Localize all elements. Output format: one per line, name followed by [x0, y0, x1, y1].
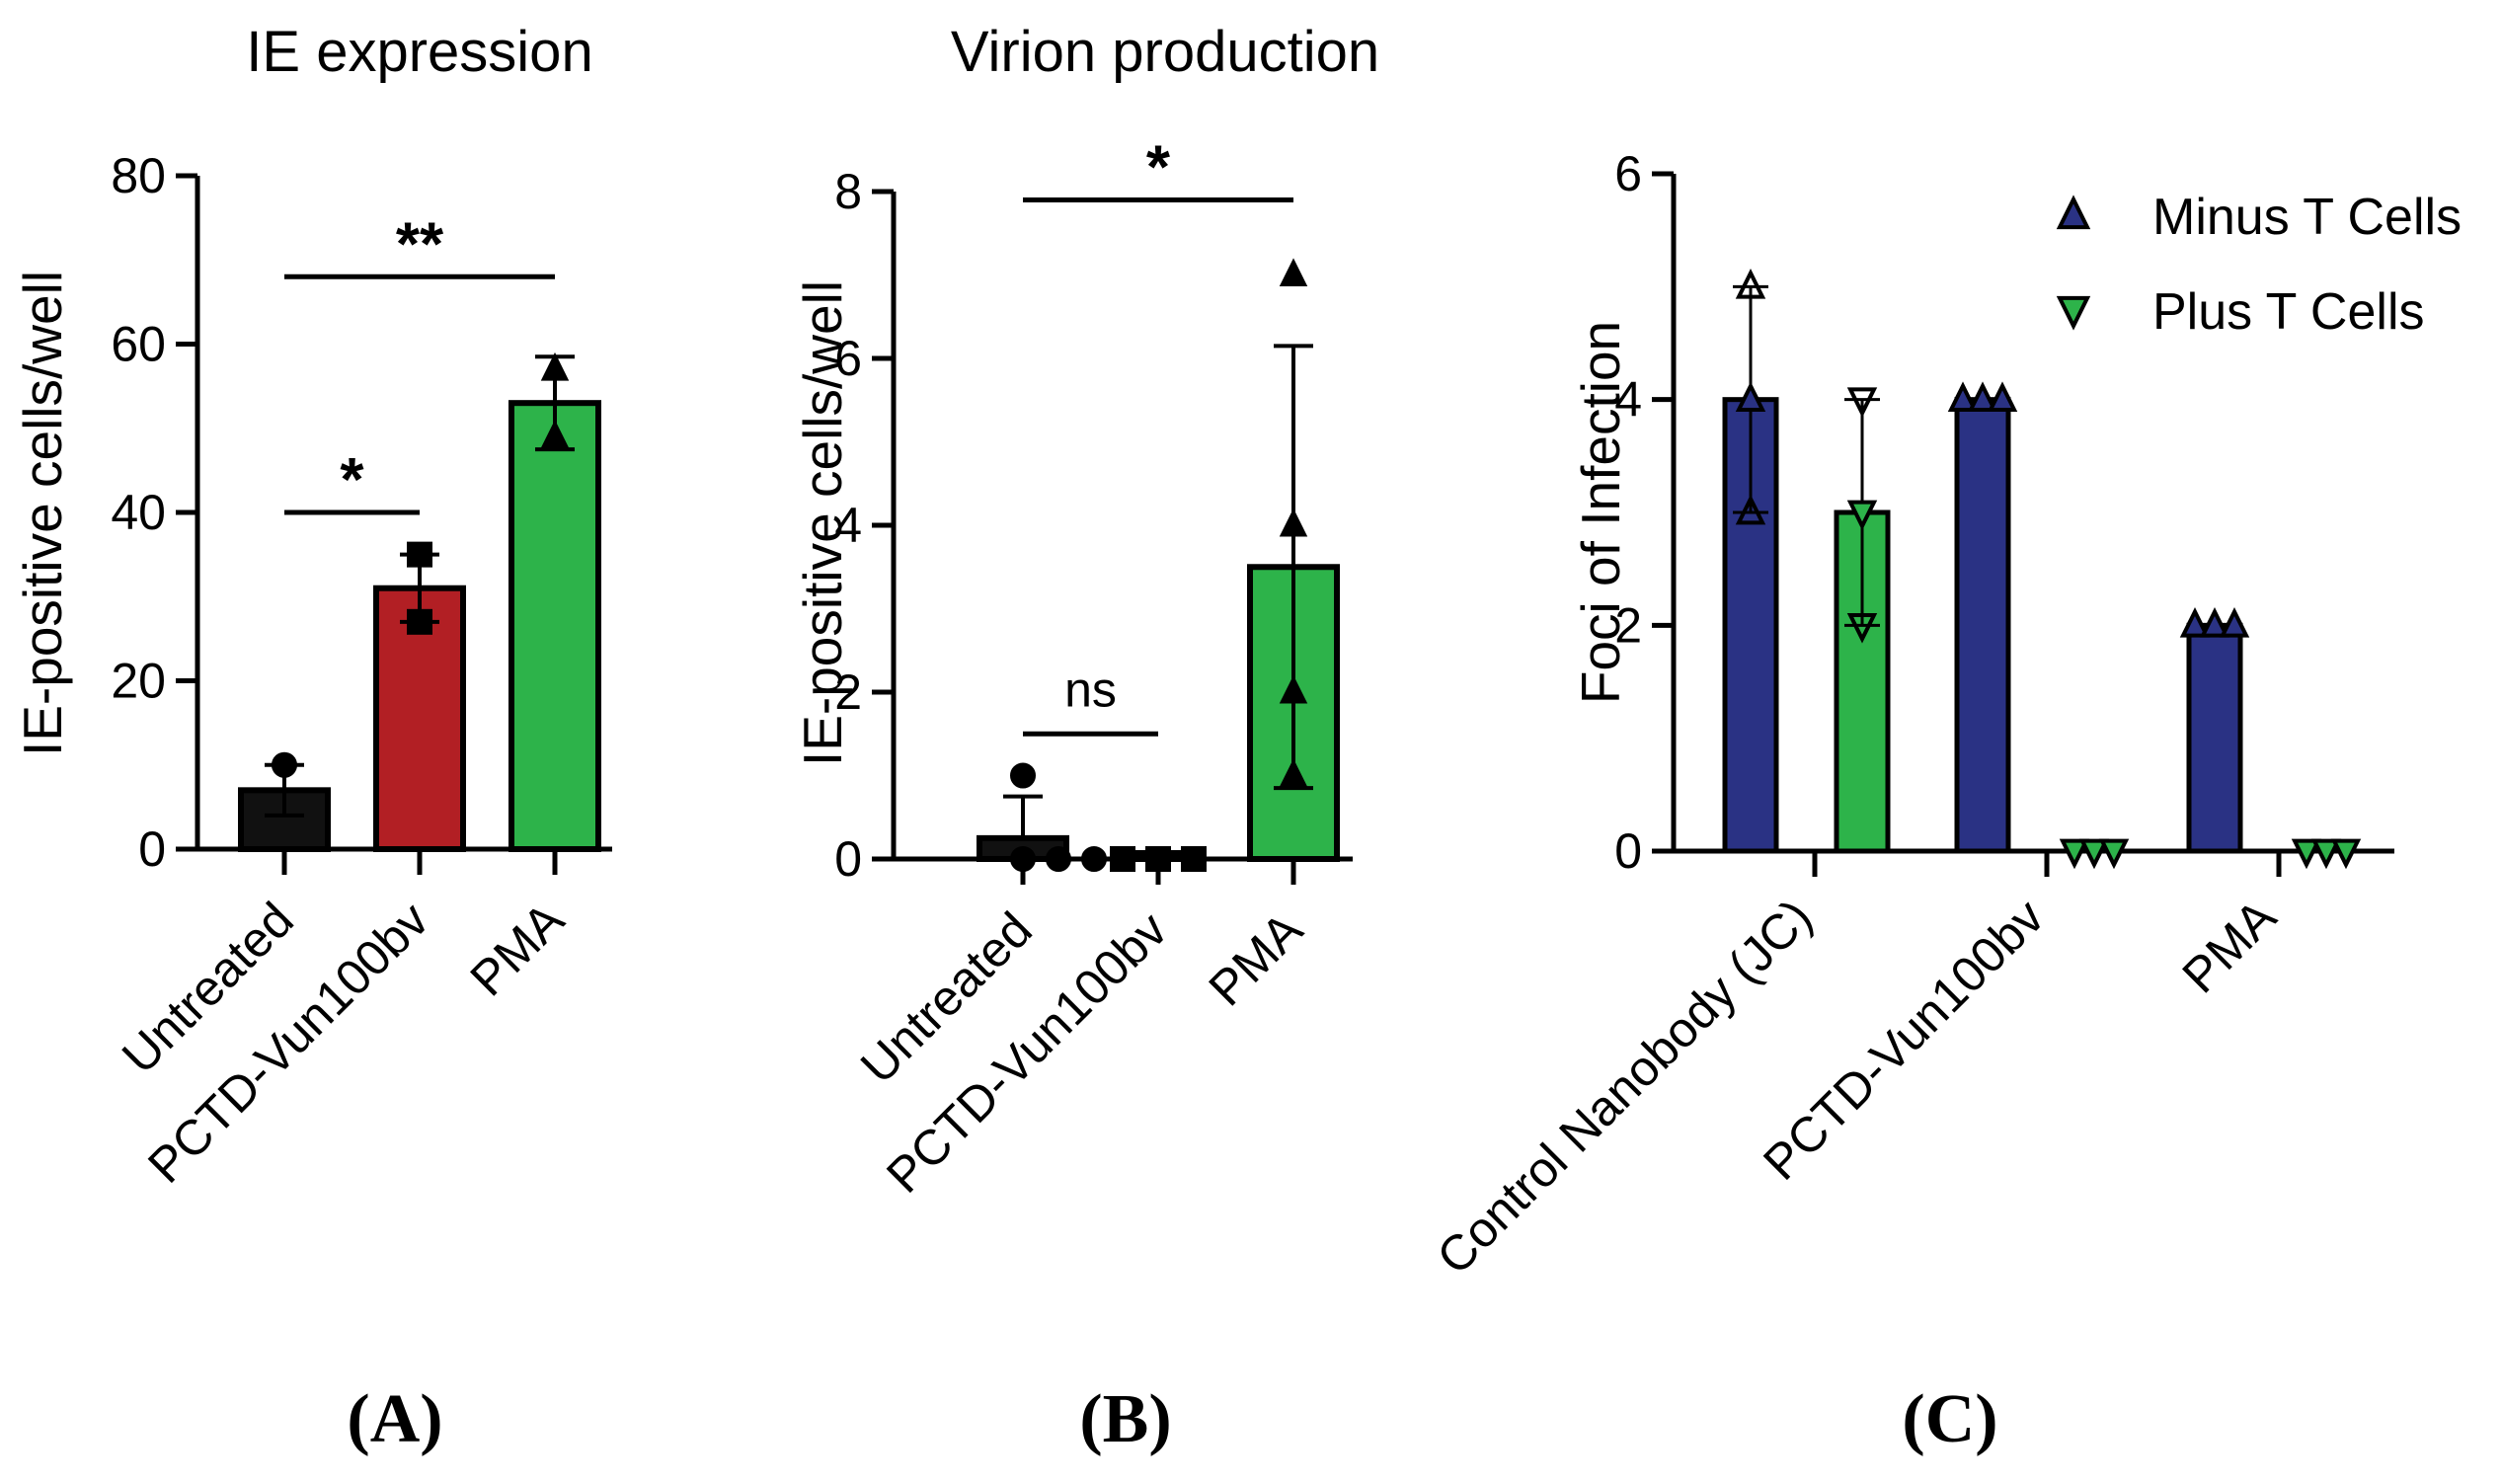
significance-label: * [1146, 133, 1171, 201]
panel-labels: (A) (B) (C) [347, 1381, 1997, 1457]
y-tick-label: 4 [1614, 372, 1642, 428]
data-point [1110, 846, 1135, 872]
y-tick-label: 2 [1614, 597, 1642, 653]
data-point [407, 608, 432, 635]
data-point [2199, 607, 2230, 638]
data-point [2219, 607, 2250, 638]
y-tick-label: 6 [834, 331, 862, 386]
data-point [1181, 846, 1207, 872]
panel-b-virion-production: Virion production IE-positive cells/well 0… [792, 20, 1379, 1204]
data-point [1967, 381, 1998, 413]
data-point [1046, 846, 1071, 872]
y-tick-label: 80 [111, 148, 166, 203]
data-point [272, 751, 297, 778]
data-point [1846, 612, 1878, 644]
y-tick-label: 40 [111, 485, 166, 540]
bar [1954, 397, 2011, 854]
significance-label: ns [1064, 662, 1117, 717]
y-tick-label: 4 [834, 498, 862, 553]
chart-title: IE expression [246, 20, 592, 84]
chart-title: Virion production [951, 20, 1379, 84]
panel-c-foci-of-infection: Foci of Infection 0 2 4 6 Control Nanobody (J… [1427, 146, 2462, 1285]
data-point [1279, 758, 1308, 787]
data-point [1010, 762, 1036, 789]
significance-label: * [340, 446, 364, 514]
data-point [1987, 381, 2018, 413]
data-point [1735, 381, 1766, 413]
bar [508, 400, 601, 852]
y-axis-label: Foci of Infection [1570, 321, 1631, 704]
y-tick-label: 0 [1614, 823, 1642, 879]
y-tick-label: 0 [138, 821, 166, 877]
data-point [1947, 381, 1979, 413]
data-point [2179, 607, 2211, 638]
x-tick-label: PMA [1199, 901, 1314, 1017]
y-axis-label: IE-positive cells/well [792, 280, 853, 766]
data-point [407, 541, 432, 568]
data-point [2098, 838, 2130, 870]
y-tick-label: 0 [834, 831, 862, 887]
data-point [2078, 838, 2110, 870]
y-tick-label: 60 [111, 317, 166, 372]
panel-label-a: (A) [347, 1381, 442, 1457]
x-tick-label: PMA [2172, 889, 2288, 1004]
panel-label-c: (C) [1902, 1381, 1997, 1457]
y-tick-label: 6 [1614, 146, 1642, 201]
data-point [1735, 494, 1766, 525]
data-point [1279, 674, 1308, 704]
panel-label-b: (B) [1079, 1381, 1171, 1457]
y-tick-label: 2 [834, 664, 862, 720]
data-point [1846, 387, 1878, 418]
data-point [1735, 269, 1766, 299]
bar [1722, 397, 1779, 854]
x-tick-label: PMA [460, 892, 576, 1007]
data-point [540, 420, 570, 448]
x-tick-label: Control Nanobody (JC) [1427, 889, 1823, 1285]
y-tick-label: 20 [111, 654, 166, 709]
legend-marker [2056, 295, 2091, 331]
data-point [1279, 258, 1308, 286]
data-point [1081, 846, 1107, 872]
y-tick-label: 8 [834, 164, 862, 219]
data-point [1846, 500, 1878, 531]
panel-a-ie-expression: IE expression IE-positive cells/well 0 20 40… [12, 20, 612, 1194]
data-point [2330, 838, 2362, 870]
bar [2186, 622, 2243, 854]
data-point [2310, 838, 2342, 870]
data-point [2291, 838, 2322, 870]
significance-label: ** [396, 210, 444, 278]
legend-marker [2056, 195, 2091, 230]
legend-label: Plus T Cells [2152, 283, 2425, 341]
data-point [2059, 838, 2090, 870]
legend-label: Minus T Cells [2152, 189, 2462, 246]
data-point [540, 351, 570, 381]
y-axis-label: IE-positive cells/well [12, 271, 73, 756]
data-point [1279, 508, 1308, 537]
